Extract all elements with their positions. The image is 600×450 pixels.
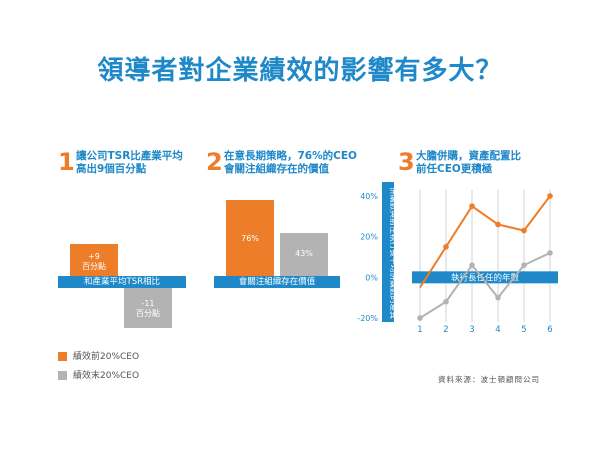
source-note: 資料來源：波士頓顧問公司 — [438, 375, 540, 384]
legend-swatch-top-ceo — [58, 352, 67, 361]
panel-3-heading: 大膽併購，資產配置比 前任CEO更積極 — [416, 150, 521, 176]
panel-2-heading-line-2: 會關注組織存在的價值 — [224, 163, 329, 175]
panel-1-number: 1 — [58, 148, 75, 176]
panel-1-bar-bottom-label-2: 百分點 — [136, 309, 160, 318]
y-tick-1: 40% — [360, 192, 378, 201]
panel-1-bar-bottom-ceo: -11 百分點 — [124, 288, 172, 328]
series-point-top-ceo-5 — [521, 227, 527, 234]
panel-2-bar-top-label: 76% — [241, 234, 259, 243]
panel-1-heading: 讓公司TSR比產業平均 高出9個百分點 — [76, 150, 183, 176]
panel-3-heading-line-2: 前任CEO更積極 — [416, 163, 493, 175]
x-tick-1: 1 — [417, 325, 422, 335]
panel-1-bar-top-label-2: 百分點 — [82, 261, 106, 271]
y-tick-2: 20% — [360, 233, 378, 242]
legend-label-top-ceo: 績效前20%CEO — [73, 352, 140, 362]
x-tick-2: 2 — [443, 325, 448, 335]
page-title: 領導者對企業績效的影響有多大？ — [97, 56, 503, 86]
panel-1-bar-top-ceo: +9 百分點 — [70, 243, 118, 276]
legend-label-bottom-ceo: 績效末20%CEO — [73, 371, 140, 381]
panel-1-heading-line-2: 高出9個百分點 — [76, 163, 147, 175]
panel-1-bar-top-label-1: +9 — [88, 251, 100, 261]
panel-2-heading-line-1: 在意長期策略，76%的CEO — [224, 150, 357, 162]
panel-1-axis-band: 和產業平均TSR相比 — [58, 276, 186, 288]
x-tick-6: 6 — [547, 325, 552, 335]
x-tick-5: 5 — [521, 325, 526, 335]
legend-swatch-bottom-ceo — [58, 371, 67, 380]
series-point-top-ceo-6 — [547, 193, 553, 199]
panel-2-bar-bottom-ceo: 43% — [280, 233, 328, 276]
panel-3-line-chart: 執行長任任的年數 併購數與前任執行長平均併購數的差異 40% 20% 0% -20% 1 2 3… — [357, 182, 558, 335]
y-axis-band — [382, 182, 394, 322]
series-point-bottom-ceo-5 — [521, 262, 527, 268]
x-tick-3: 3 — [469, 325, 474, 335]
panel-2-bar-bottom-label: 43% — [295, 249, 313, 258]
series-point-bottom-ceo-3 — [469, 262, 475, 268]
panel-1-bar-bottom-label-1: -11 — [141, 299, 155, 308]
series-line-bottom-ceo — [419, 252, 551, 319]
series-point-bottom-ceo-1 — [417, 315, 423, 321]
y-tick-3: 0% — [365, 273, 378, 282]
y-axis-title: 併購數與前任執行長平均併購數的差異 — [389, 187, 399, 319]
series-point-bottom-ceo-4 — [495, 294, 501, 301]
series-point-bottom-ceo-2 — [443, 298, 449, 305]
x-axis-band — [412, 271, 558, 284]
series-line-top-ceo — [419, 195, 551, 289]
panel-2-axis-band: 會關注組織存在價值 — [214, 276, 340, 288]
panel-2-heading: 在意長期策略，76%的CEO 會關注組織存在的價值 — [224, 150, 357, 176]
panel-3-number: 3 — [398, 148, 415, 176]
panel-2-bar-top-ceo: 76% — [226, 200, 274, 276]
series-point-top-ceo-2 — [443, 244, 449, 250]
y-tick-4: -20% — [357, 314, 378, 323]
series-point-top-ceo-3 — [469, 203, 475, 209]
panel-1-heading-line-1: 讓公司TSR比產業平均 — [76, 150, 183, 162]
series-point-bottom-ceo-6 — [547, 250, 553, 256]
series-point-top-ceo-4 — [495, 221, 501, 228]
x-tick-4: 4 — [495, 325, 500, 335]
panel-2-number: 2 — [206, 148, 223, 176]
panel-3-heading-line-1: 大膽併購，資產配置比 — [416, 150, 521, 162]
x-axis-title: 執行長任任的年數 — [451, 272, 520, 283]
